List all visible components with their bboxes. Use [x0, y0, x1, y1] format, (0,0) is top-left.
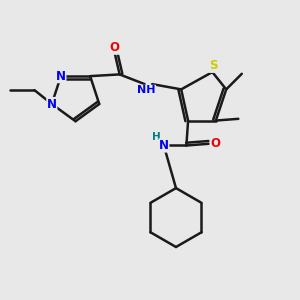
- Text: N: N: [47, 98, 57, 110]
- Text: O: O: [110, 41, 119, 54]
- Text: NH: NH: [137, 85, 156, 95]
- Text: H: H: [152, 132, 160, 142]
- Text: N: N: [56, 70, 66, 83]
- Text: S: S: [209, 59, 217, 72]
- Text: N: N: [159, 139, 169, 152]
- Text: O: O: [210, 137, 220, 150]
